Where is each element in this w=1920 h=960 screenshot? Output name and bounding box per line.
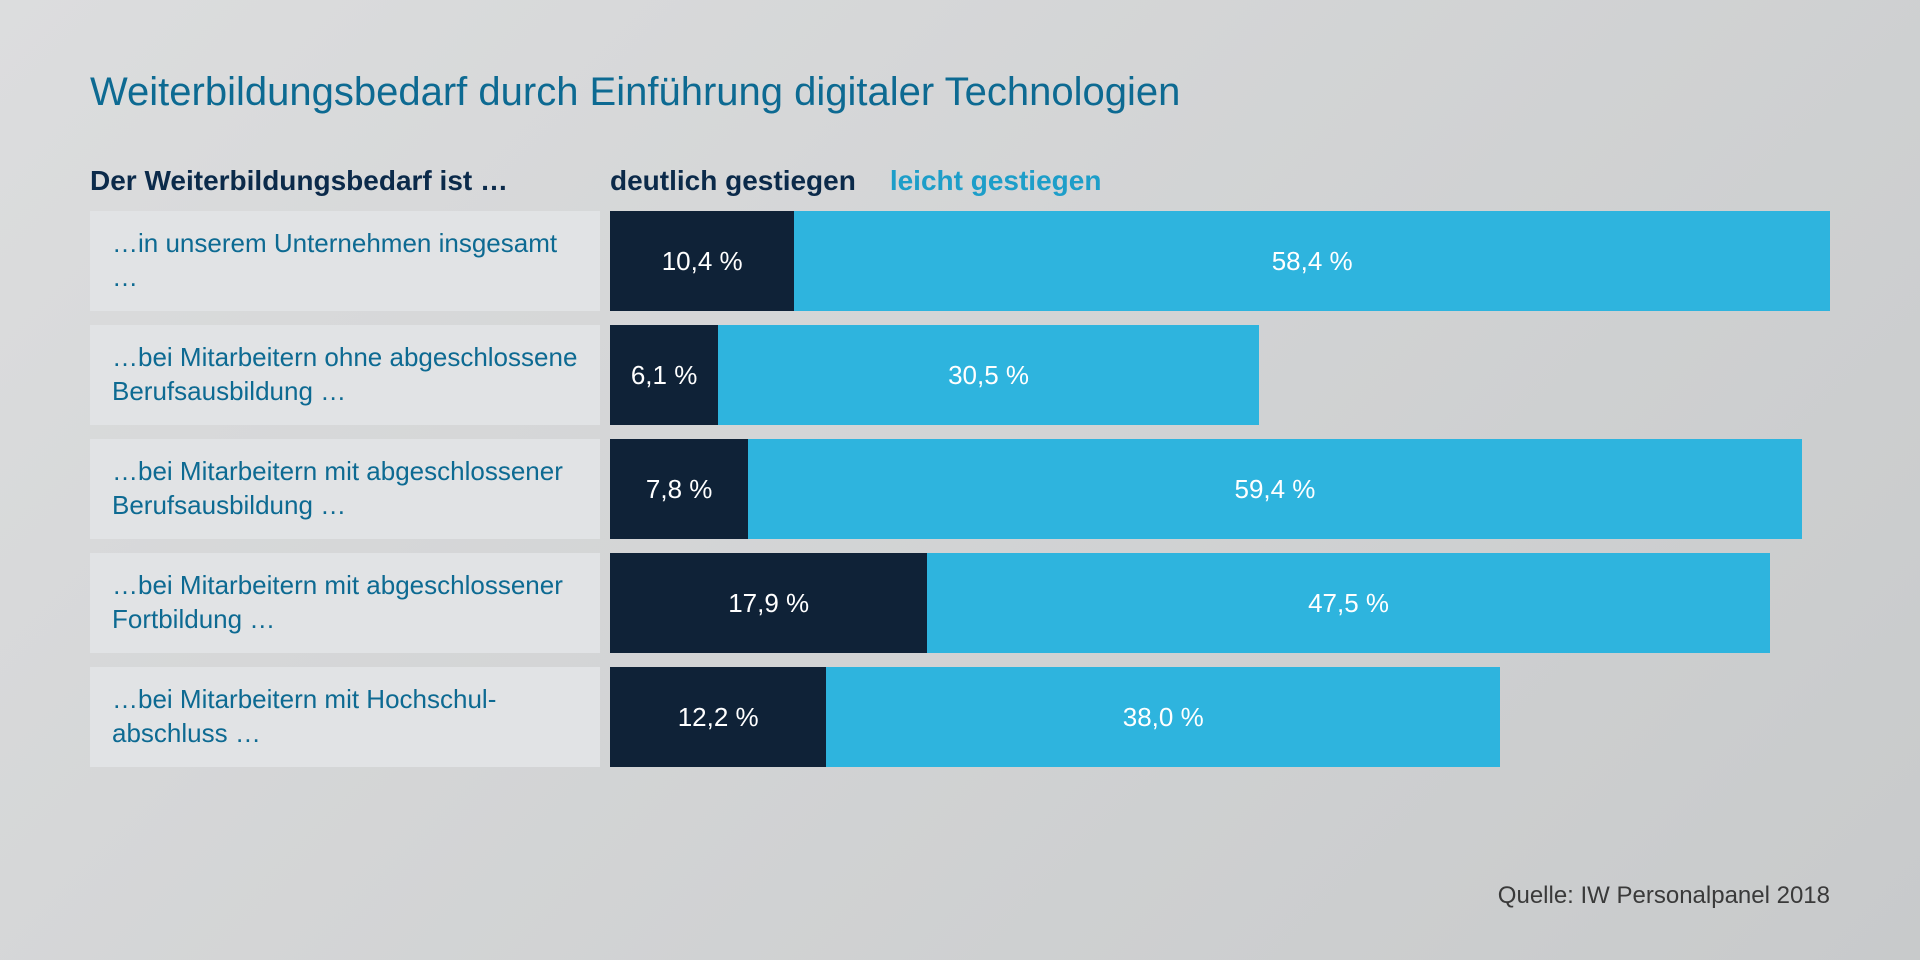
bar-track: 10,4 %58,4 % <box>600 211 1830 311</box>
chart-row: …bei Mitarbeitern mit abgeschlossener Be… <box>90 439 1830 539</box>
header-row: Der Weiterbildungsbedarf ist … deutlich … <box>90 165 1830 197</box>
bar-seg-leicht: 47,5 % <box>927 553 1769 653</box>
chart-row: …bei Mitarbeitern mit abgeschlossener Fo… <box>90 553 1830 653</box>
legend-seg1: deutlich gestiegen <box>610 165 856 197</box>
chart-rows: …in unserem Unternehmen insgesamt …10,4 … <box>90 211 1830 767</box>
bar-seg-deutlich: 10,4 % <box>610 211 794 311</box>
bar-seg-deutlich: 7,8 % <box>610 439 748 539</box>
chart-row: …in unserem Unternehmen insgesamt …10,4 … <box>90 211 1830 311</box>
bar-seg-deutlich: 12,2 % <box>610 667 826 767</box>
legend-seg2: leicht gestiegen <box>890 165 1102 197</box>
bar-seg-deutlich: 17,9 % <box>610 553 927 653</box>
bar-seg-leicht: 59,4 % <box>748 439 1801 539</box>
chart-source: Quelle: IW Personalpanel 2018 <box>1498 882 1830 910</box>
row-header-label: Der Weiterbildungsbedarf ist … <box>90 165 600 197</box>
chart-title: Weiterbildungsbedarf durch Einführung di… <box>90 70 1830 115</box>
chart-container: Weiterbildungsbedarf durch Einführung di… <box>0 0 1920 960</box>
bar-seg-deutlich: 6,1 % <box>610 325 718 425</box>
row-label: …bei Mitarbeitern mit Hochschul­abschlus… <box>90 667 600 767</box>
legend: deutlich gestiegen leicht gestiegen <box>600 165 1101 197</box>
bar-track: 12,2 %38,0 % <box>600 667 1830 767</box>
bar-track: 6,1 %30,5 % <box>600 325 1830 425</box>
row-label: …bei Mitarbeitern mit abgeschlossener Fo… <box>90 553 600 653</box>
row-label: …bei Mitarbeitern ohne abgeschlossene Be… <box>90 325 600 425</box>
chart-row: …bei Mitarbeitern mit Hochschul­abschlus… <box>90 667 1830 767</box>
bar-seg-leicht: 38,0 % <box>826 667 1500 767</box>
row-label: …bei Mitarbeitern mit abgeschlossener Be… <box>90 439 600 539</box>
row-label: …in unserem Unternehmen insgesamt … <box>90 211 600 311</box>
bar-seg-leicht: 30,5 % <box>718 325 1259 425</box>
chart-row: …bei Mitarbeitern ohne abgeschlossene Be… <box>90 325 1830 425</box>
bar-track: 17,9 %47,5 % <box>600 553 1830 653</box>
bar-seg-leicht: 58,4 % <box>794 211 1830 311</box>
bar-track: 7,8 %59,4 % <box>600 439 1830 539</box>
